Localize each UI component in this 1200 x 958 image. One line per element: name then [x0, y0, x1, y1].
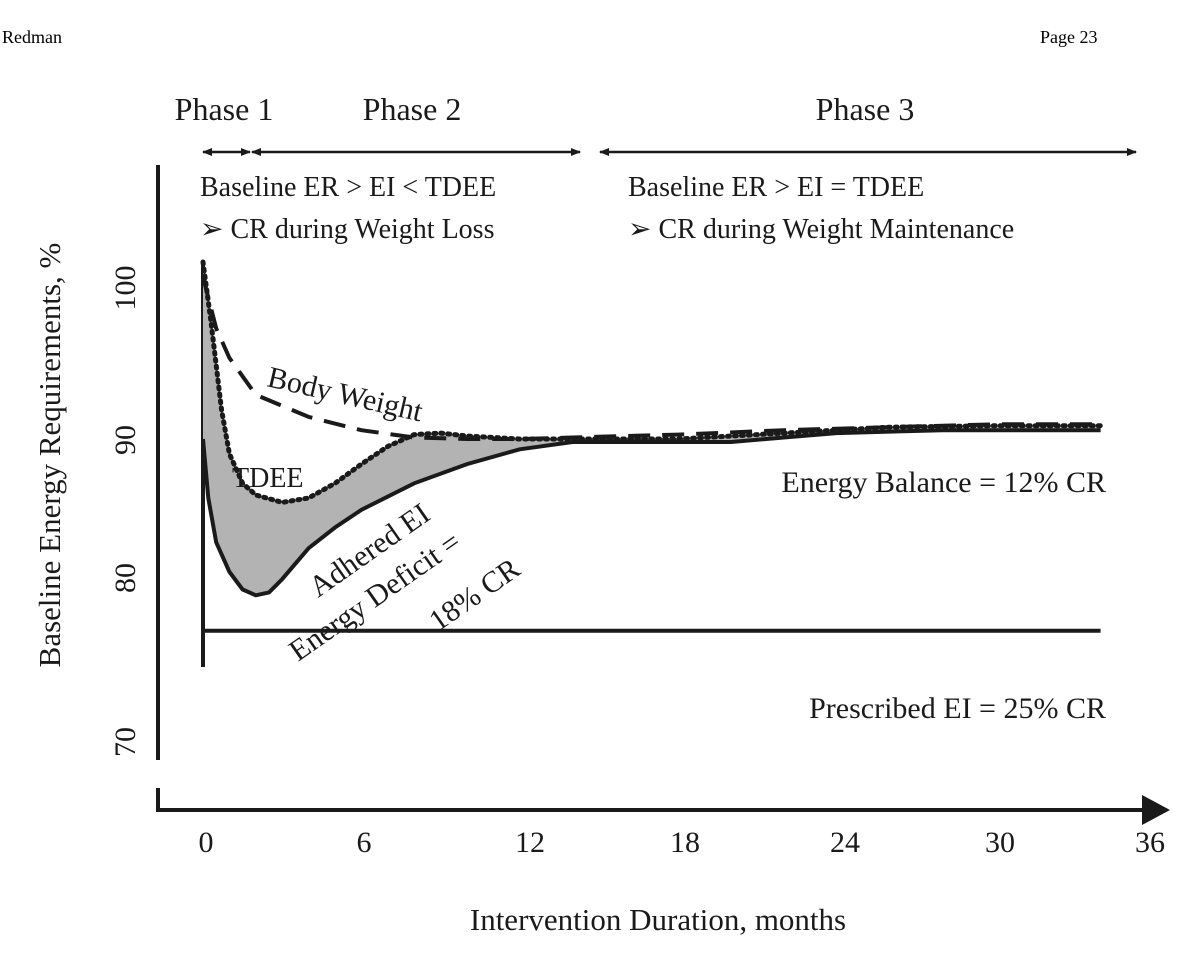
x-tick-label-6: 6 — [357, 826, 372, 859]
y-tick-label-80: 80 — [109, 563, 142, 593]
x-tick-label-36: 36 — [1135, 826, 1165, 859]
y-tick-label-90: 90 — [109, 425, 142, 455]
phase-weight-loss-condition: Baseline ER > EI < TDEE — [200, 172, 496, 203]
y-axis-title: Baseline Energy Requirements, % — [32, 243, 67, 668]
body-weight-line — [201, 276, 1101, 441]
energy-balance-label: Energy Balance = 12% CR — [781, 466, 1106, 499]
body-weight-label: Body Weight — [264, 361, 426, 429]
x-tick-label-18: 18 — [670, 826, 700, 859]
x-tick-label-0: 0 — [199, 826, 214, 859]
phase-2-label: Phase 2 — [363, 91, 462, 127]
tdee-label: TDEE — [232, 463, 304, 494]
x-tick-label-30: 30 — [985, 826, 1015, 859]
adhered-ei-line — [201, 428, 1101, 598]
x-axis-title: Intervention Duration, months — [470, 902, 846, 937]
tdee-line — [200, 259, 1104, 505]
phase-maintenance-condition: Baseline ER > EI = TDEE — [628, 172, 924, 203]
phase-1-label: Phase 1 — [175, 91, 274, 127]
phase-weight-loss-note: ➢ CR during Weight Loss — [200, 214, 494, 245]
page-number: Page 23 — [1040, 27, 1098, 47]
x-axis-arrowhead — [1142, 795, 1170, 825]
prescribed-ei-label: Prescribed EI = 25% CR — [809, 692, 1106, 725]
x-tick-label-24: 24 — [830, 826, 860, 859]
y-tick-label-100: 100 — [109, 266, 142, 311]
running-head-author: Redman — [2, 27, 62, 47]
energy-deficit-area — [203, 262, 1101, 596]
x-tick-label-12: 12 — [515, 826, 545, 859]
page-header: Redman Page 23 — [0, 0, 1200, 80]
phase-maintenance-note: ➢ CR during Weight Maintenance — [628, 214, 1014, 245]
y-tick-label-70: 70 — [109, 727, 142, 757]
phase-3-label: Phase 3 — [816, 91, 915, 127]
